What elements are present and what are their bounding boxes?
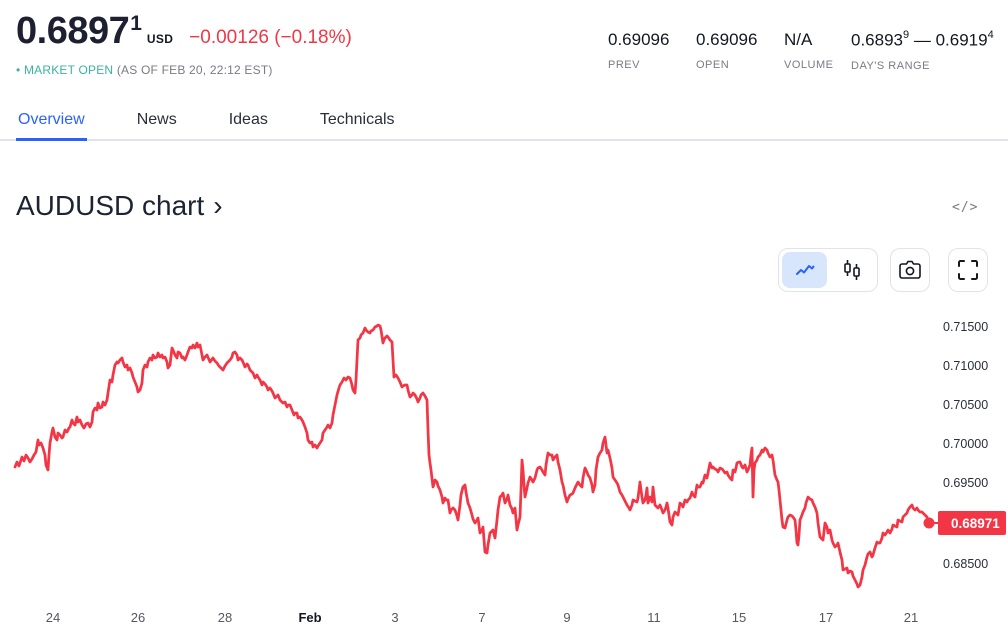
price-change: −0.00126 (−0.18%) <box>189 27 352 48</box>
chart-section-title[interactable]: AUDUSD chart › <box>16 190 223 222</box>
x-axis-label: 26 <box>130 610 146 625</box>
last-price-dot <box>923 517 935 529</box>
x-axis-label: 24 <box>45 610 61 625</box>
last-price: 0.6897 <box>16 10 130 52</box>
stat-prev-label: PREV <box>608 59 640 71</box>
last-price-tag: 0.68971 <box>938 511 1006 535</box>
symbol-price-header: 0.6897 1 USD −0.00126 (−0.18%) <box>16 10 352 53</box>
price-currency: USD <box>146 32 174 46</box>
tab-overview[interactable]: Overview <box>16 100 87 141</box>
market-open-label: MARKET OPEN <box>23 63 114 77</box>
stat-open-label: OPEN <box>696 59 730 71</box>
stat-days-range-label: DAY'S RANGE <box>851 59 930 72</box>
fullscreen-button[interactable] <box>948 248 988 292</box>
last-price-fractional-pip: 1 <box>130 12 142 35</box>
camera-icon <box>899 260 921 279</box>
x-axis-label: Feb <box>298 610 322 625</box>
chart-type-switcher <box>778 248 878 292</box>
candles-icon <box>843 260 860 280</box>
tab-technicals[interactable]: Technicals <box>319 110 395 128</box>
y-axis-label: 0.71000 <box>943 359 989 373</box>
range-low-sup: 9 <box>903 29 910 41</box>
line-chart-type-button[interactable] <box>782 252 827 288</box>
page-title: AUDUSD chart <box>16 190 205 221</box>
y-axis-label: 0.70000 <box>943 437 989 451</box>
stat-open-value: 0.69096 <box>696 30 758 49</box>
embed-code-icon[interactable]: </> <box>952 200 979 215</box>
x-axis-label: 17 <box>818 610 834 625</box>
candles-chart-type-button[interactable] <box>829 252 874 288</box>
stat-volume-label: VOLUME <box>784 59 834 71</box>
screenshot-button[interactable] <box>890 248 930 292</box>
market-asof: (AS OF FEB 20, 22:12 EST) <box>116 63 273 77</box>
tab-news[interactable]: News <box>136 110 177 128</box>
stat-open: 0.69096 OPEN <box>696 30 757 71</box>
stat-prev: 0.69096 PREV <box>608 30 669 71</box>
x-axis-label: 7 <box>478 610 486 625</box>
stat-volume: N/A VOLUME <box>784 30 833 71</box>
market-status: • MARKET OPEN (AS OF FEB 20, 22:12 EST) <box>16 63 273 77</box>
x-axis-label: 3 <box>391 610 399 625</box>
x-axis-label: 11 <box>647 610 661 625</box>
range-separator: — <box>909 30 936 50</box>
line-chart-icon <box>795 265 814 275</box>
y-axis-label: 0.70500 <box>943 398 989 412</box>
price-line-series <box>13 323 934 589</box>
y-axis-label: 0.71500 <box>943 320 989 334</box>
y-axis-label: 0.68500 <box>943 557 989 571</box>
range-high-sup: 4 <box>987 29 994 41</box>
stat-days-range-value: 0.68939 — 0.69194 <box>851 29 994 51</box>
range-low: 0.6893 <box>851 30 903 50</box>
chevron-right-icon: › <box>213 190 223 221</box>
x-axis-label: 28 <box>217 610 233 625</box>
section-tabs: Overview News Ideas Technicals <box>0 100 1008 141</box>
x-axis-label: 9 <box>563 610 571 625</box>
stat-volume-value: N/A <box>784 30 813 49</box>
fullscreen-icon <box>958 260 978 280</box>
x-axis-label: 15 <box>731 610 747 625</box>
stat-days-range: 0.68939 — 0.69194 DAY'S RANGE <box>851 29 994 72</box>
stat-prev-value: 0.69096 <box>608 30 670 49</box>
tab-ideas[interactable]: Ideas <box>228 110 268 128</box>
chart-toolbar <box>0 248 1008 292</box>
x-axis-label: 21 <box>903 610 919 625</box>
range-high: 0.6919 <box>935 30 988 50</box>
y-axis-label: 0.69500 <box>943 476 989 490</box>
market-open-bullet-icon: • <box>16 63 21 77</box>
